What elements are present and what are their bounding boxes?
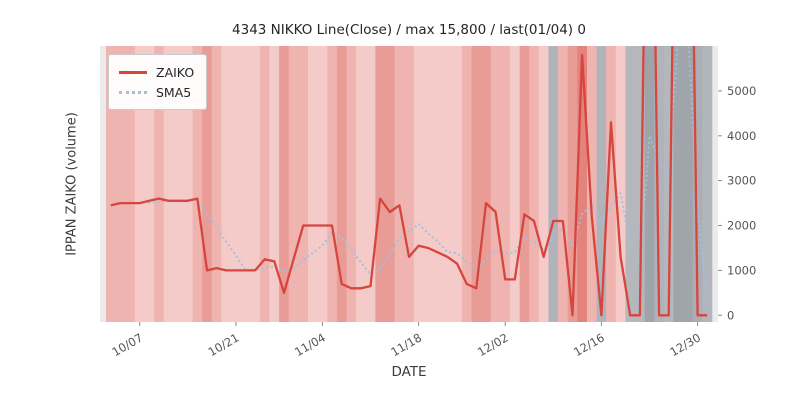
volume-band — [673, 46, 684, 322]
volume-band — [461, 46, 472, 322]
volume-band — [259, 46, 270, 322]
volume-band — [606, 46, 617, 322]
volume-band — [144, 46, 155, 322]
legend-label-zaiko: ZAIKO — [156, 64, 195, 80]
series-group — [110, 46, 709, 317]
volume-band — [586, 46, 597, 322]
volume-band — [692, 46, 703, 322]
volume-band — [635, 46, 645, 322]
chart-title: 4343 NIKKO Line(Close) / max 15,800 / la… — [232, 22, 586, 38]
x-tick-label: 12/30 — [667, 330, 703, 359]
volume-band — [452, 46, 463, 322]
volume-band — [288, 46, 299, 322]
sma5-line — [148, 46, 709, 310]
y-tick-label: 2000 — [727, 219, 756, 233]
volume-band — [336, 46, 347, 322]
volume-band — [115, 46, 126, 322]
volume-band — [702, 46, 713, 322]
x-tick-label: 12/16 — [571, 330, 607, 359]
volume-band — [211, 46, 222, 322]
volume-band — [538, 46, 549, 322]
volume-band — [317, 46, 328, 322]
volume-band — [490, 46, 501, 322]
volume-band — [375, 46, 386, 322]
volume-band — [182, 46, 193, 322]
x-tick-label: 10/07 — [109, 330, 145, 359]
volume-band — [510, 46, 520, 322]
volume-band — [365, 46, 376, 322]
y-tick-label: 0 — [727, 308, 734, 322]
volume-band — [644, 46, 655, 322]
volume-band — [134, 46, 145, 322]
volume-band — [327, 46, 338, 322]
volume-band — [394, 46, 405, 322]
x-tick-label: 11/18 — [388, 330, 424, 359]
legend-item-sma5: SMA5 — [119, 82, 194, 102]
volume-band — [125, 46, 136, 322]
volume-band — [404, 46, 415, 322]
volume-band — [384, 46, 395, 322]
volume-band — [163, 46, 174, 322]
y-tick-label: 1000 — [727, 263, 756, 277]
volume-band — [625, 46, 636, 322]
volume-band — [423, 46, 434, 322]
volume-band — [615, 46, 626, 322]
volume-band — [442, 46, 453, 322]
legend-item-zaiko: ZAIKO — [119, 62, 194, 82]
x-tick-label: 12/02 — [475, 330, 511, 359]
legend: ZAIKO SMA5 — [108, 54, 208, 110]
volume-band — [548, 46, 559, 322]
y-tick-label: 4000 — [727, 129, 756, 143]
zaiko-line — [110, 46, 708, 317]
volume-band — [356, 46, 367, 322]
volume-band — [654, 46, 665, 322]
volume-band — [221, 46, 232, 322]
volume-band — [529, 46, 540, 322]
volume-band — [308, 46, 318, 322]
x-tick-label: 10/21 — [206, 330, 242, 359]
x-tick-label: 11/04 — [292, 330, 328, 359]
volume-band — [558, 46, 569, 322]
volume-band — [346, 46, 357, 322]
zaiko-line-sample-icon — [119, 70, 147, 74]
volume-band — [298, 46, 309, 322]
y-axis-label: IPPAN ZAIKO (volume) — [64, 112, 80, 256]
x-axis-label: DATE — [391, 364, 427, 380]
sma5-line-sample-icon — [119, 90, 147, 94]
legend-label-sma5: SMA5 — [156, 84, 192, 100]
volume-band — [154, 46, 165, 322]
volume-band — [471, 46, 482, 322]
volume-band — [250, 46, 261, 322]
y-tick-label: 5000 — [727, 84, 756, 98]
volume-band — [519, 46, 530, 322]
volume-band — [240, 46, 251, 322]
volume-band — [567, 46, 578, 322]
volume-band — [413, 46, 424, 322]
volume-band — [500, 46, 511, 322]
volume-band — [596, 46, 607, 322]
volume-band — [173, 46, 184, 322]
volume-band — [683, 46, 694, 322]
volume-band — [106, 46, 116, 322]
volume-band — [269, 46, 280, 322]
y-tick-label: 3000 — [727, 174, 756, 188]
volume-band — [433, 46, 443, 322]
volume-band — [192, 46, 203, 322]
volume-band — [231, 46, 241, 322]
volume-band — [663, 46, 674, 322]
volume-band — [481, 46, 492, 322]
volume-band — [279, 46, 290, 322]
volume-band — [202, 46, 213, 322]
volume-band — [577, 46, 588, 322]
